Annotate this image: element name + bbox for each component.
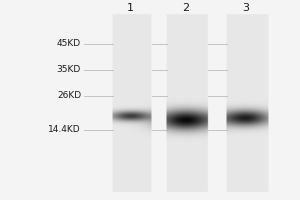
Text: 45KD: 45KD bbox=[57, 40, 81, 48]
Bar bbox=[226, 14, 268, 192]
Text: 1: 1 bbox=[127, 3, 134, 13]
Text: 3: 3 bbox=[242, 3, 250, 13]
Text: 2: 2 bbox=[182, 3, 190, 13]
Text: 14.4KD: 14.4KD bbox=[48, 126, 81, 134]
Bar bbox=[167, 14, 208, 192]
Bar bbox=[112, 14, 152, 192]
Text: 35KD: 35KD bbox=[57, 66, 81, 74]
Text: 26KD: 26KD bbox=[57, 92, 81, 100]
